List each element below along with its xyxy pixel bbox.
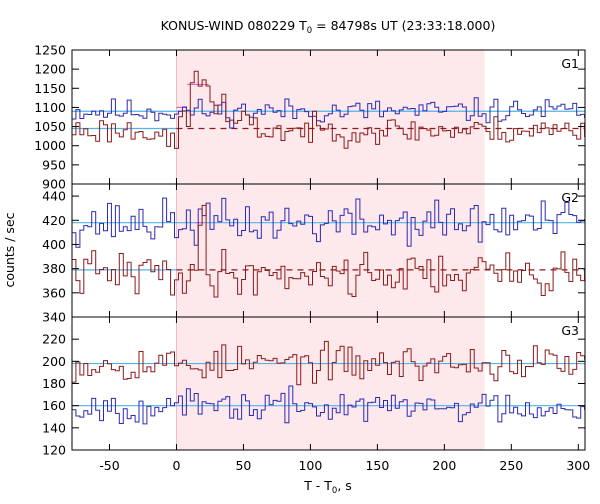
panel-g2-data xyxy=(72,197,585,298)
y-tick-label: 340 xyxy=(42,310,66,325)
frame-layer xyxy=(71,49,586,451)
series-upper-step-line xyxy=(72,97,585,129)
panel-label-g1: G1 xyxy=(561,56,579,71)
x-tick-label: 50 xyxy=(235,458,251,473)
y-tick-label: 140 xyxy=(42,420,66,435)
y-tick-label: 220 xyxy=(42,332,66,347)
x-tick-label: 300 xyxy=(566,458,590,473)
x-tick-label: 150 xyxy=(365,458,389,473)
y-tick-label: 420 xyxy=(42,213,66,228)
y-tick-label: 380 xyxy=(42,261,66,276)
y-tick-label: 440 xyxy=(42,189,66,204)
panel-label-g3: G3 xyxy=(561,323,579,338)
burst-interval-shading xyxy=(176,317,485,450)
data-layer xyxy=(72,70,585,425)
series-upper-step-line xyxy=(72,197,585,248)
y-tick-label: 1100 xyxy=(34,100,66,115)
series-lower-step-line xyxy=(72,340,585,386)
x-tick-label: 100 xyxy=(298,458,322,473)
y-axis-label: counts / sec xyxy=(2,212,17,287)
panel-g1-data xyxy=(72,70,585,149)
y-tick-label: 950 xyxy=(42,157,66,172)
y-tick-label: 1150 xyxy=(34,81,66,96)
y-tick-label: 1000 xyxy=(34,138,66,153)
panel-label-g2: G2 xyxy=(561,190,579,205)
y-tick-label: 360 xyxy=(42,285,66,300)
y-tick-label: 1050 xyxy=(34,119,66,134)
series-upper-step-line xyxy=(72,385,585,425)
text-layer: KONUS-WIND 080229 T0 = 84798s UT (23:33:… xyxy=(2,18,590,496)
burst-interval-shading xyxy=(176,50,485,184)
y-tick-label: 120 xyxy=(42,443,66,458)
y-tick-label: 160 xyxy=(42,398,66,413)
burst-interval-shading xyxy=(176,184,485,317)
x-tick-label: -50 xyxy=(99,458,119,473)
shading-layer xyxy=(175,50,485,450)
y-tick-label: 900 xyxy=(42,177,66,192)
x-tick-label: 200 xyxy=(432,458,456,473)
y-tick-label: 200 xyxy=(42,354,66,369)
y-tick-label: 400 xyxy=(42,237,66,252)
y-tick-label: 1200 xyxy=(34,62,66,77)
panel-g3-data xyxy=(72,340,585,425)
x-axis-label: T - T0, s xyxy=(303,478,352,496)
series-lower-step-line xyxy=(72,204,585,298)
y-tick-label: 180 xyxy=(42,376,66,391)
chart-title: KONUS-WIND 080229 T0 = 84798s UT (23:33:… xyxy=(161,18,496,36)
x-tick-label: 250 xyxy=(499,458,523,473)
series-lower-step-line xyxy=(72,70,585,149)
y-tick-label: 1250 xyxy=(34,43,66,58)
x-tick-label: 0 xyxy=(172,458,180,473)
